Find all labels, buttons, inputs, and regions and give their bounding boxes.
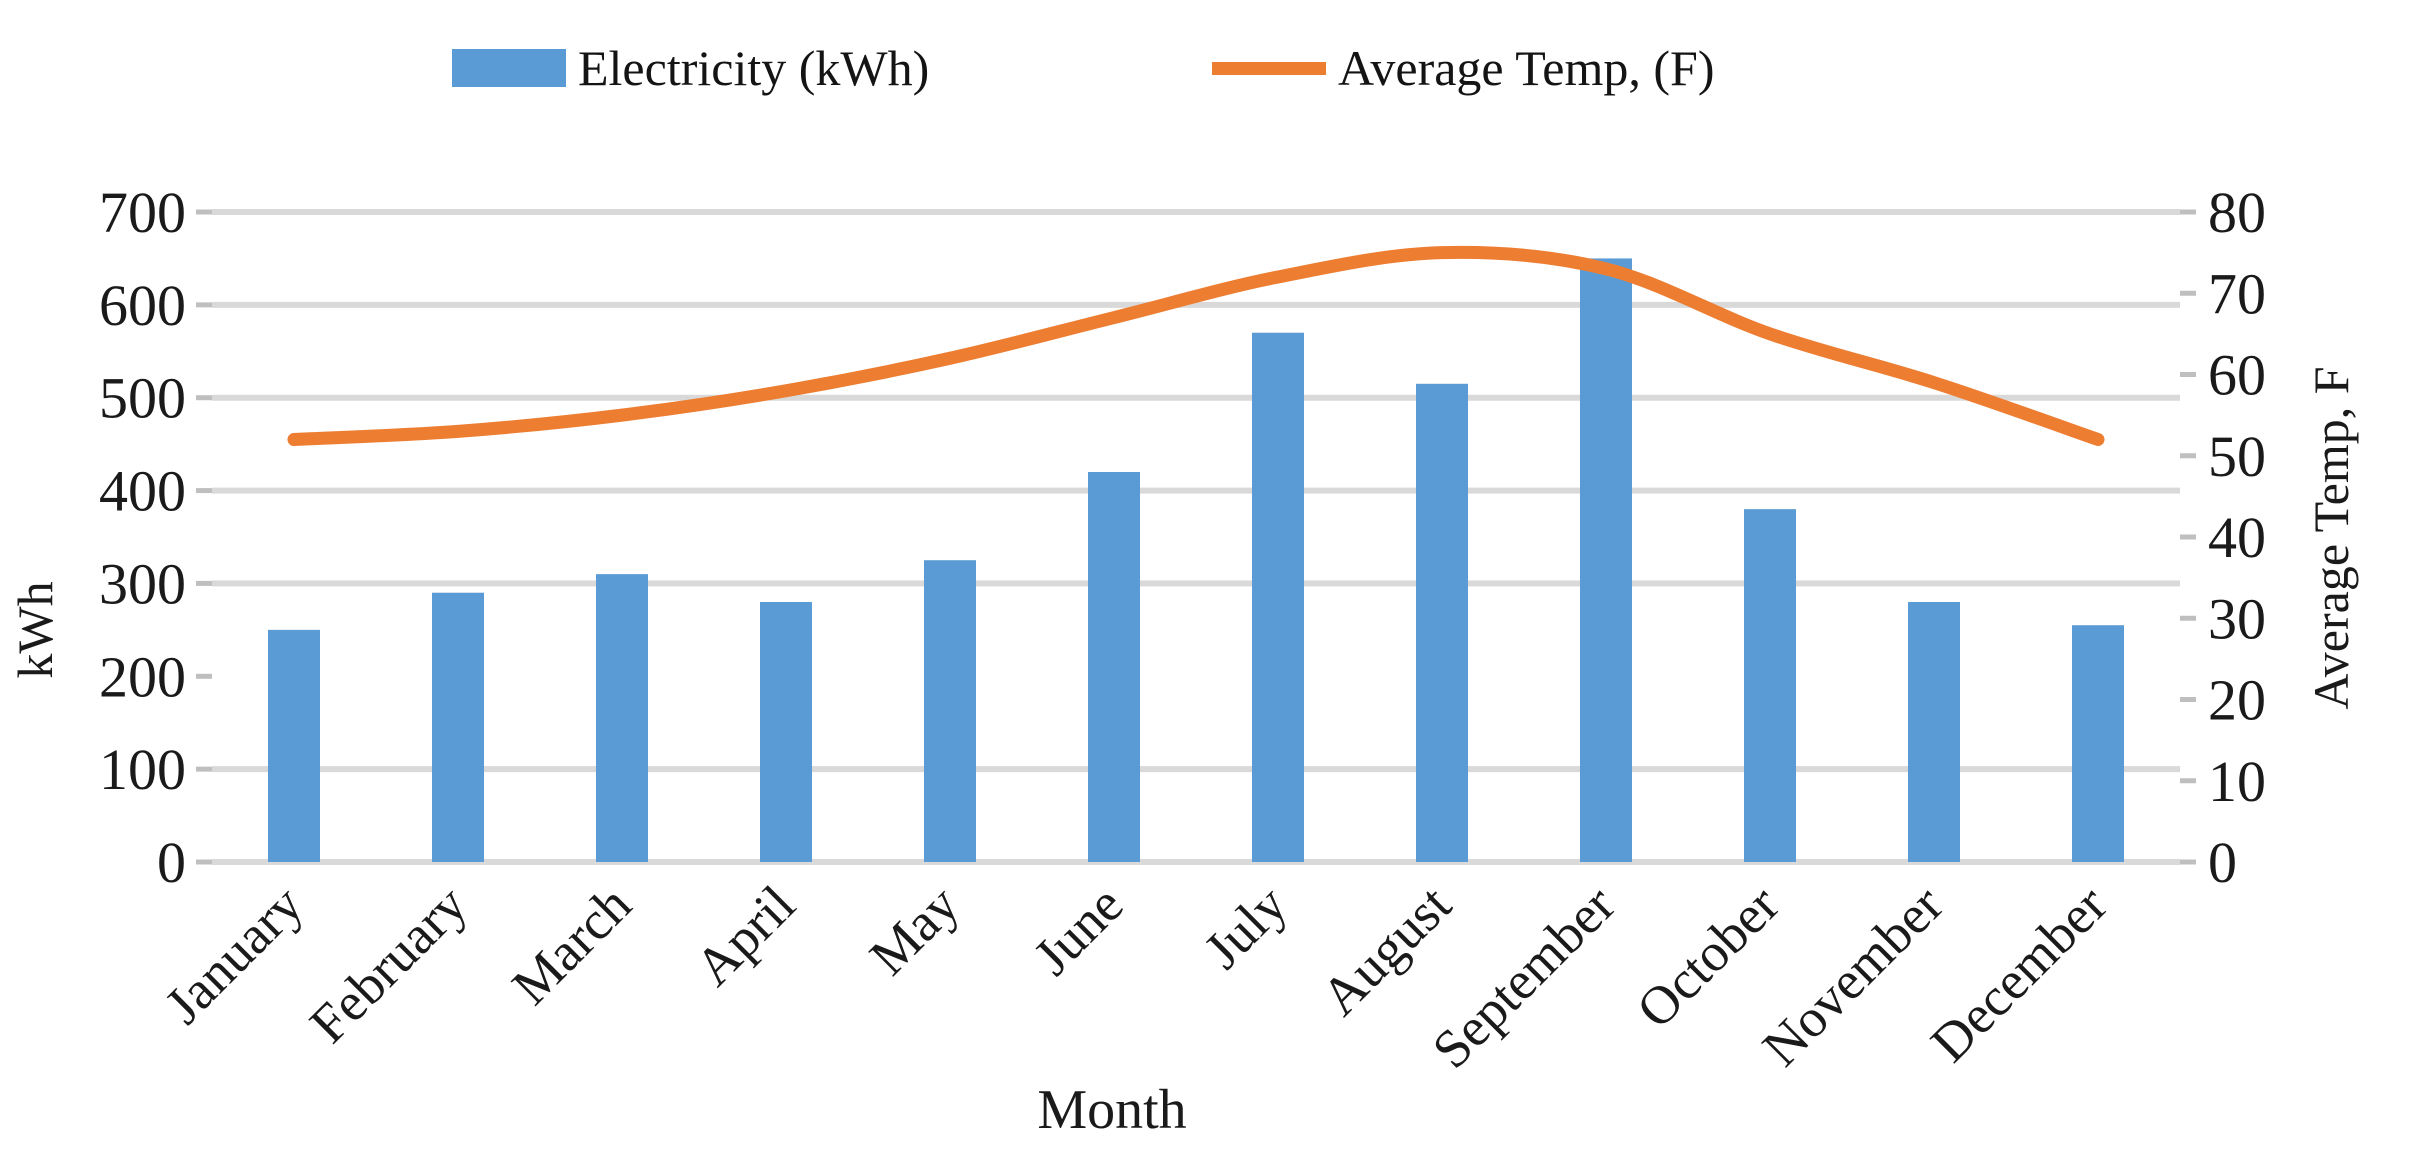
bar-november [1908, 602, 1960, 862]
right-axis-tick-label: 30 [2208, 586, 2266, 651]
legend-label-temp: Average Temp, (F) [1338, 40, 1715, 96]
left-axis-tick-label: 600 [99, 273, 186, 338]
left-axis-tick-label: 300 [99, 551, 186, 616]
legend-bar-swatch-icon [452, 49, 566, 87]
left-axis-tick-label: 100 [99, 737, 186, 802]
left-axis-tick-label: 0 [157, 830, 186, 895]
right-axis-title: Average Temp, F [2303, 366, 2359, 709]
bar-august [1416, 383, 1468, 862]
x-axis-label-february: February [298, 874, 478, 1054]
bar-october [1744, 509, 1796, 862]
left-axis-title: kWh [7, 581, 63, 678]
right-axis-tick-label: 40 [2208, 505, 2266, 570]
legend-line-swatch-icon [1212, 61, 1326, 75]
right-axis-tick-label: 80 [2208, 180, 2266, 245]
legend-item-temp: Average Temp, (F) [1212, 40, 1714, 96]
left-axis-tick-label: 500 [99, 366, 186, 431]
x-axis-label-march: March [500, 874, 642, 1016]
bar-september [1580, 258, 1632, 862]
bar-february [432, 592, 484, 862]
bar-series-electricity [268, 258, 2124, 862]
temp-line-series [287, 245, 2105, 446]
x-axis-label-september: September [1421, 874, 1627, 1080]
left-axis-tick-label: 700 [99, 180, 186, 245]
right-axis-tick-label: 0 [2208, 830, 2237, 895]
right-axis-tick-label: 20 [2208, 668, 2266, 733]
right-axis-tick-label: 60 [2208, 343, 2266, 408]
x-axis-label-april: April [683, 874, 806, 997]
right-axis-tick-label: 50 [2208, 424, 2266, 489]
x-axis-label-june: June [1022, 874, 1134, 986]
bar-march [596, 574, 648, 862]
bar-july [1252, 332, 1304, 862]
legend-label-electricity: Electricity (kWh) [578, 40, 930, 96]
x-axis-label-may: May [858, 874, 970, 986]
gridlines [212, 209, 2180, 865]
right-axis-tick-label: 70 [2208, 261, 2266, 326]
tick-marks [196, 209, 2196, 865]
bar-december [2072, 625, 2124, 862]
right-axis-tick-labels: 80 70 60 50 40 30 20 10 0 [2208, 180, 2266, 895]
x-axis-label-december: December [1919, 874, 2118, 1073]
left-axis-tick-labels: 700 600 500 400 300 200 100 0 [99, 180, 186, 895]
bar-may [924, 560, 976, 862]
x-axis-label-october: October [1625, 874, 1790, 1039]
x-axis-label-july: July [1192, 874, 1298, 980]
bar-january [268, 629, 320, 862]
x-axis-title: Month [1037, 1079, 1186, 1141]
bar-april [760, 602, 812, 862]
x-axis-label-january: January [153, 874, 314, 1035]
left-axis-tick-label: 400 [99, 459, 186, 524]
right-axis-tick-label: 10 [2208, 749, 2266, 814]
x-axis-label-august: August [1310, 874, 1463, 1027]
x-axis-label-november: November [1751, 874, 1955, 1078]
bar-june [1088, 472, 1140, 862]
left-axis-tick-label: 200 [99, 644, 186, 709]
legend-item-electricity: Electricity (kWh) [452, 40, 929, 96]
